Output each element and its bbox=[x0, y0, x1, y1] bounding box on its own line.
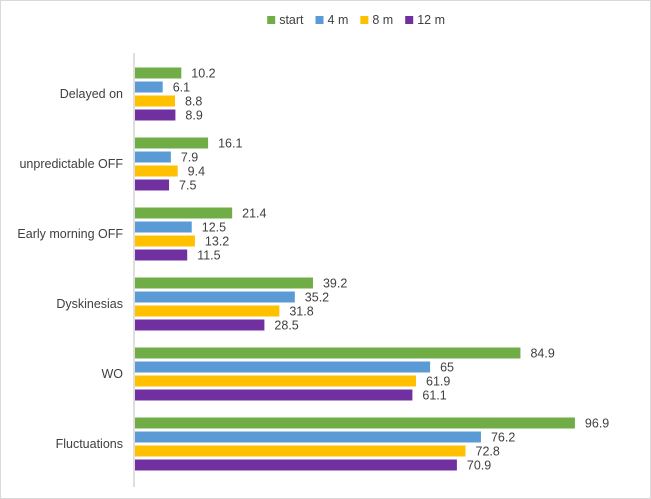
bar-early-morning-off-12-m bbox=[135, 249, 188, 261]
bar-dyskinesias-4-m bbox=[135, 291, 295, 303]
legend: start 4 m 8 m 12 m bbox=[267, 13, 445, 27]
bar-fluctuations-start bbox=[135, 417, 575, 429]
value-label-early-morning-off-12-m: 11.5 bbox=[197, 249, 220, 263]
value-label-delayed-on-start: 10.2 bbox=[191, 67, 215, 81]
category-label-unpredictable-off: unpredictable OFF bbox=[19, 157, 123, 171]
bar-fluctuations-8-m bbox=[135, 445, 466, 457]
bar-dyskinesias-start bbox=[135, 277, 313, 289]
category-label-dyskinesias: Dyskinesias bbox=[56, 297, 123, 311]
legend-label-12-m: 12 m bbox=[417, 13, 445, 27]
value-label-wo-8-m: 61.9 bbox=[426, 375, 450, 389]
value-label-unpredictable-off-4-m: 7.9 bbox=[181, 151, 198, 165]
bar-wo-start bbox=[135, 347, 521, 359]
value-label-fluctuations-start: 96.9 bbox=[585, 417, 609, 431]
category-label-delayed-on: Delayed on bbox=[60, 87, 123, 101]
bar-dyskinesias-8-m bbox=[135, 305, 280, 317]
value-label-dyskinesias-start: 39.2 bbox=[323, 277, 347, 291]
bar-unpredictable-off-4-m bbox=[135, 151, 171, 163]
bar-wo-8-m bbox=[135, 375, 417, 387]
category-axis-labels: Delayed on unpredictable OFF Early morning… bbox=[17, 87, 123, 451]
bar-early-morning-off-4-m bbox=[135, 221, 192, 233]
value-label-wo-start: 84.9 bbox=[530, 347, 554, 361]
legend-swatch-8-m bbox=[360, 16, 369, 24]
value-label-delayed-on-8-m: 8.8 bbox=[185, 95, 202, 109]
bar-fluctuations-12-m bbox=[135, 459, 457, 471]
legend-label-start: start bbox=[279, 13, 304, 27]
value-label-fluctuations-4-m: 76.2 bbox=[491, 431, 515, 445]
value-label-wo-4-m: 65 bbox=[440, 361, 454, 375]
bar-unpredictable-off-12-m bbox=[135, 179, 170, 191]
bar-series bbox=[135, 67, 575, 471]
value-label-early-morning-off-8-m: 13.2 bbox=[205, 235, 229, 249]
value-label-dyskinesias-8-m: 31.8 bbox=[289, 305, 313, 319]
value-label-early-morning-off-start: 21.4 bbox=[242, 207, 266, 221]
legend-swatch-12-m bbox=[405, 16, 414, 24]
value-label-wo-12-m: 61.1 bbox=[422, 389, 446, 403]
legend-label-8-m: 8 m bbox=[372, 13, 393, 27]
legend-label-4-m: 4 m bbox=[328, 13, 349, 27]
value-label-fluctuations-8-m: 72.8 bbox=[476, 445, 500, 459]
value-label-early-morning-off-4-m: 12.5 bbox=[202, 221, 226, 235]
bar-delayed-on-12-m bbox=[135, 109, 176, 121]
legend-swatch-4-m bbox=[315, 16, 324, 24]
bar-early-morning-off-8-m bbox=[135, 235, 195, 247]
bar-dyskinesias-12-m bbox=[135, 319, 265, 331]
legend-swatch-start bbox=[267, 16, 276, 24]
bar-unpredictable-off-start bbox=[135, 137, 209, 149]
bar-delayed-on-start bbox=[135, 67, 182, 79]
category-label-wo: WO bbox=[101, 367, 123, 381]
value-label-delayed-on-4-m: 6.1 bbox=[173, 81, 190, 95]
category-label-fluctuations: Fluctuations bbox=[56, 437, 123, 451]
bar-wo-4-m bbox=[135, 361, 431, 373]
category-label-early-morning-off: Early morning OFF bbox=[17, 227, 123, 241]
bar-delayed-on-8-m bbox=[135, 95, 175, 107]
value-label-dyskinesias-12-m: 28.5 bbox=[274, 319, 298, 333]
value-label-delayed-on-12-m: 8.9 bbox=[185, 109, 202, 123]
bar-early-morning-off-start bbox=[135, 207, 233, 219]
data-labels: 10.26.18.88.9 16.1 7.99.47.5 21.4 12.513.211… bbox=[173, 67, 610, 473]
value-label-unpredictable-off-12-m: 7.5 bbox=[179, 179, 196, 193]
bar-wo-12-m bbox=[135, 389, 413, 401]
bar-unpredictable-off-8-m bbox=[135, 165, 178, 177]
value-label-fluctuations-12-m: 70.9 bbox=[467, 459, 491, 473]
value-label-unpredictable-off-8-m: 9.4 bbox=[188, 165, 205, 179]
value-label-dyskinesias-4-m: 35.2 bbox=[305, 291, 329, 305]
value-label-unpredictable-off-start: 16.1 bbox=[218, 137, 242, 151]
bar-fluctuations-4-m bbox=[135, 431, 481, 443]
bar-delayed-on-4-m bbox=[135, 81, 163, 93]
